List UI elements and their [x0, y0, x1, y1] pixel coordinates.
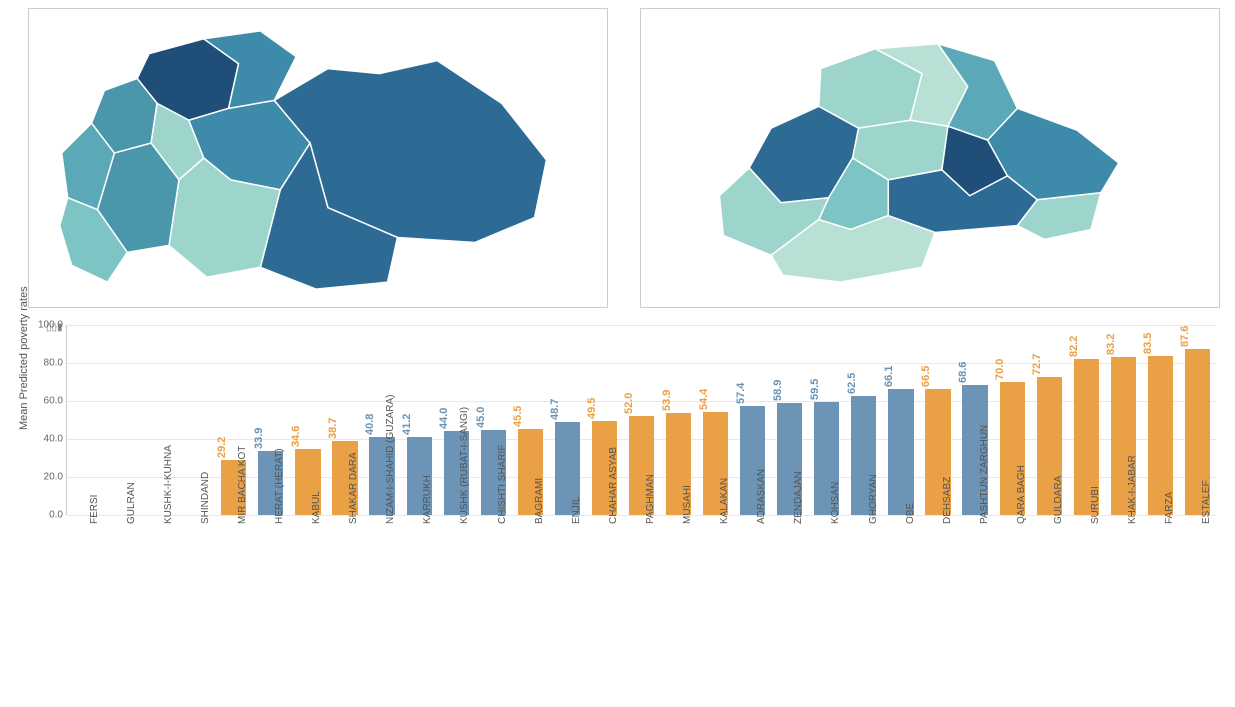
- x-tick-label: PAGHMAN: [645, 474, 656, 524]
- x-tick-label: KHAK-I-JABAR: [1127, 455, 1138, 524]
- y-tick-label: 0.0: [49, 510, 63, 521]
- bar-value-label: 40.8: [364, 414, 376, 435]
- x-tick-label: QARA BAGH: [1016, 465, 1027, 524]
- x-tick-label: ENJIL: [571, 497, 582, 524]
- y-tick-label: 20.0: [44, 472, 63, 483]
- bar-value-label: 45.5: [512, 405, 524, 426]
- bar-slot: 34.6: [289, 325, 326, 515]
- bar-value-label: 45.0: [475, 406, 487, 427]
- x-tick-label: SHAKAR DARA: [348, 452, 359, 524]
- bar-value-label: 48.7: [549, 399, 561, 420]
- x-tick-label: KUSHK-I-KUHNA: [163, 445, 174, 524]
- x-tick-label: GHORYAN: [868, 474, 879, 524]
- bar-value-label: 54.4: [698, 388, 710, 409]
- x-tick-label: NIZAM-I-SHAHID (GUZARA): [385, 395, 396, 524]
- bar-value-label: 33.9: [253, 427, 265, 448]
- map-panel-left: [28, 8, 608, 308]
- x-tick-label: KUSHK (RUBAT-I-SANGI): [459, 407, 470, 524]
- bar-value-label: 41.2: [401, 413, 413, 434]
- x-tick-label: KABUL: [311, 491, 322, 524]
- bar-value-label: 66.1: [883, 366, 895, 387]
- x-tick-label: CHAHAR ASYAB: [608, 447, 619, 524]
- bar-value-label: 72.7: [1031, 353, 1043, 374]
- x-tick-label: MUSAHI: [682, 485, 693, 524]
- x-tick-label: DEHSABZ: [942, 477, 953, 524]
- bar-value-label: 29.2: [216, 436, 228, 457]
- x-tick-label: KALAKAN: [719, 478, 730, 524]
- x-tick-label: ESTALEF: [1201, 480, 1212, 524]
- x-tick-label: GULRAN: [126, 482, 137, 524]
- y-axis-label: Mean Predicted poverty rates: [18, 286, 30, 430]
- bar-value-label: 82.2: [1068, 335, 1080, 356]
- bar-value-label: 66.5: [920, 365, 932, 386]
- bar-chart: ▯▯▮ Mean Predicted poverty rates 0.020.0…: [28, 320, 1220, 700]
- bar-slot: [67, 325, 104, 515]
- bar-value-label: 58.9: [772, 380, 784, 401]
- bar-value-label: 70.0: [994, 359, 1006, 380]
- y-tick-label: 100.0: [38, 320, 63, 331]
- bar-value-label: 59.5: [809, 379, 821, 400]
- bar-value-label: 53.9: [661, 389, 673, 410]
- x-tick-label: KOHSAN: [830, 482, 841, 524]
- x-tick-label: BAGRAMI: [534, 478, 545, 524]
- x-tick-label: OBE: [905, 503, 916, 524]
- x-tick-label: HERAT (HERAT): [274, 448, 285, 524]
- bar-value-label: 38.7: [327, 418, 339, 439]
- bar-slot: 48.7: [549, 325, 586, 515]
- x-tick-label: ADRASKAN: [756, 469, 767, 524]
- bar-slot: 83.5: [1142, 325, 1179, 515]
- bar-value-label: 52.0: [623, 393, 635, 414]
- x-tick-label: CHISHTI SHARIF: [497, 445, 508, 524]
- bar-value-label: 87.6: [1179, 325, 1191, 346]
- x-tick-label: PASHTUN ZARGHUN: [979, 425, 990, 524]
- bar[interactable]: 66.1: [888, 389, 913, 515]
- bar-value-label: 83.5: [1142, 333, 1154, 354]
- bar-value-label: 62.5: [846, 373, 858, 394]
- y-tick-label: 80.0: [44, 358, 63, 369]
- y-tick-label: 40.0: [44, 434, 63, 445]
- x-tick-label: SURUBI: [1090, 486, 1101, 524]
- bar-value-label: 68.6: [957, 361, 969, 382]
- bar-value-label: 34.6: [290, 426, 302, 447]
- y-tick-label: 60.0: [44, 396, 63, 407]
- bar-value-label: 44.0: [438, 408, 450, 429]
- x-tick-label: KARRUKH: [422, 475, 433, 524]
- x-tick-label: MIR BACHA KOT: [237, 446, 248, 524]
- map-panel-right: [640, 8, 1220, 308]
- bar-value-label: 57.4: [735, 383, 747, 404]
- bar-slot: 66.1: [882, 325, 919, 515]
- bar-value-label: 83.2: [1105, 334, 1117, 355]
- bar-value-label: 49.5: [586, 398, 598, 419]
- choropleth-map-herat[interactable]: [29, 9, 607, 307]
- x-tick-label: GULDARA: [1053, 476, 1064, 524]
- choropleth-map-kabul[interactable]: [641, 9, 1219, 307]
- x-tick-label: FARZA: [1164, 492, 1175, 524]
- x-tick-label: ZENDAJAN: [793, 471, 804, 524]
- x-tick-label: SHINDAND: [200, 472, 211, 524]
- x-tick-label: FERSI: [89, 495, 100, 524]
